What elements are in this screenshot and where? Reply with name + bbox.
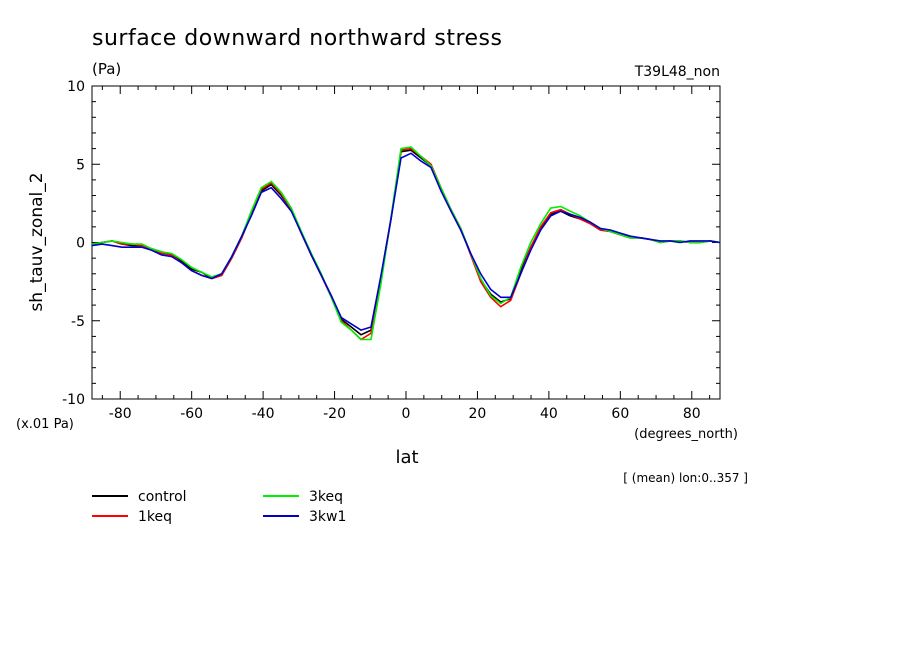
series-lines: [91, 146, 721, 341]
series-line-3kw1: [91, 152, 721, 331]
x-tick-label: 60: [611, 406, 629, 422]
units-label: (Pa): [92, 60, 121, 78]
x-units-label: (degrees_north): [634, 427, 738, 442]
subset-note: [ (mean) lon:0..357 ]: [623, 471, 748, 485]
x-tick-label: 20: [469, 406, 487, 422]
y-scale-note: (x.01 Pa): [16, 417, 74, 432]
x-tick-label: 40: [540, 406, 558, 422]
x-tick-label: -80: [109, 406, 132, 422]
legend-label-control: control: [138, 489, 187, 505]
legend-label-3kw1: 3kw1: [309, 509, 346, 525]
legend-label-3keq: 3keq: [309, 489, 343, 505]
y-tick-label: 5: [76, 157, 85, 173]
axis-ticks: [92, 85, 720, 400]
x-tick-label: 80: [683, 406, 701, 422]
series-line-1keq: [91, 147, 721, 341]
y-tick-label: 10: [67, 79, 85, 95]
y-tick-label: 0: [76, 236, 85, 252]
run-label: T39L48_non: [634, 64, 720, 80]
x-tick-label: 0: [402, 406, 411, 422]
y-axis-title: sh_tauv_zonal_2: [27, 172, 47, 311]
legend-label-1keq: 1keq: [138, 509, 172, 525]
x-tick-label: -40: [252, 406, 275, 422]
axis-tick-labels: -80 -60 -40 -20 0 20 40 60 80 -10 -5 0 5 10: [62, 79, 701, 422]
x-axis-title: lat: [395, 447, 418, 468]
chart-title: surface downward northward stress: [92, 26, 502, 51]
plot-frame: [91, 85, 721, 400]
series-line-3keq: [91, 146, 721, 341]
x-tick-label: -60: [180, 406, 203, 422]
series-line-control: [91, 149, 721, 336]
y-tick-label: -5: [71, 314, 85, 330]
legend: control 1keq 3keq 3kw1: [92, 489, 346, 525]
y-tick-label: -10: [62, 392, 85, 408]
x-tick-label: -20: [323, 406, 346, 422]
